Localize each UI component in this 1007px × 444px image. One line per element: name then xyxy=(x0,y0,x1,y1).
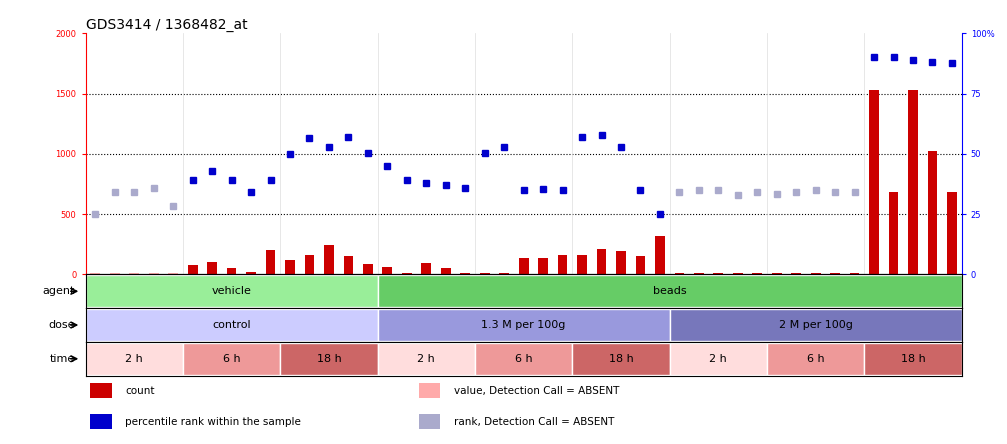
Bar xyxy=(538,258,548,274)
Bar xyxy=(927,151,938,274)
Bar xyxy=(207,262,218,274)
Text: 6 h: 6 h xyxy=(223,354,241,364)
Text: beads: beads xyxy=(653,286,687,296)
Bar xyxy=(421,263,431,274)
Bar xyxy=(324,246,333,274)
Text: control: control xyxy=(212,320,251,330)
Bar xyxy=(285,260,295,274)
Bar xyxy=(670,309,962,341)
Bar xyxy=(475,343,572,375)
Bar xyxy=(767,343,864,375)
Bar xyxy=(266,250,275,274)
Bar xyxy=(947,192,957,274)
Bar xyxy=(187,266,197,274)
Bar xyxy=(90,383,112,398)
Bar xyxy=(383,267,392,274)
Text: 2 h: 2 h xyxy=(710,354,727,364)
Text: rank, Detection Call = ABSENT: rank, Detection Call = ABSENT xyxy=(453,417,614,427)
Bar xyxy=(670,343,767,375)
Text: time: time xyxy=(49,354,76,364)
Bar xyxy=(572,343,670,375)
Text: 18 h: 18 h xyxy=(608,354,633,364)
Bar xyxy=(363,264,373,274)
Bar xyxy=(558,254,567,274)
Bar xyxy=(596,249,606,274)
Bar xyxy=(655,236,665,274)
Text: 2 h: 2 h xyxy=(126,354,143,364)
Text: 6 h: 6 h xyxy=(807,354,825,364)
Bar xyxy=(183,343,280,375)
Bar xyxy=(86,343,183,375)
Text: 18 h: 18 h xyxy=(316,354,341,364)
Bar xyxy=(864,343,962,375)
Bar xyxy=(869,90,879,274)
Bar xyxy=(86,309,378,341)
Text: vehicle: vehicle xyxy=(211,286,252,296)
Text: percentile rank within the sample: percentile rank within the sample xyxy=(125,417,301,427)
Bar xyxy=(227,268,237,274)
Bar xyxy=(343,256,353,274)
Bar xyxy=(246,272,256,274)
Bar xyxy=(908,90,917,274)
Bar xyxy=(441,268,450,274)
Bar xyxy=(90,414,112,429)
Text: 2 M per 100g: 2 M per 100g xyxy=(778,320,853,330)
Text: 1.3 M per 100g: 1.3 M per 100g xyxy=(481,320,566,330)
Text: 6 h: 6 h xyxy=(515,354,533,364)
Bar xyxy=(378,309,670,341)
Bar xyxy=(86,275,378,307)
Bar xyxy=(519,258,529,274)
Bar xyxy=(419,383,440,398)
Text: 18 h: 18 h xyxy=(900,354,925,364)
Bar xyxy=(616,251,625,274)
Text: agent: agent xyxy=(42,286,76,296)
Bar xyxy=(378,275,962,307)
Bar xyxy=(304,255,314,274)
Text: 2 h: 2 h xyxy=(418,354,435,364)
Text: dose: dose xyxy=(48,320,76,330)
Text: GDS3414 / 1368482_at: GDS3414 / 1368482_at xyxy=(86,18,248,32)
Bar xyxy=(419,414,440,429)
Bar xyxy=(378,343,475,375)
Text: value, Detection Call = ABSENT: value, Detection Call = ABSENT xyxy=(453,386,619,396)
Text: count: count xyxy=(125,386,154,396)
Bar xyxy=(280,343,378,375)
Bar xyxy=(577,254,587,274)
Bar xyxy=(635,256,645,274)
Bar xyxy=(888,192,898,274)
